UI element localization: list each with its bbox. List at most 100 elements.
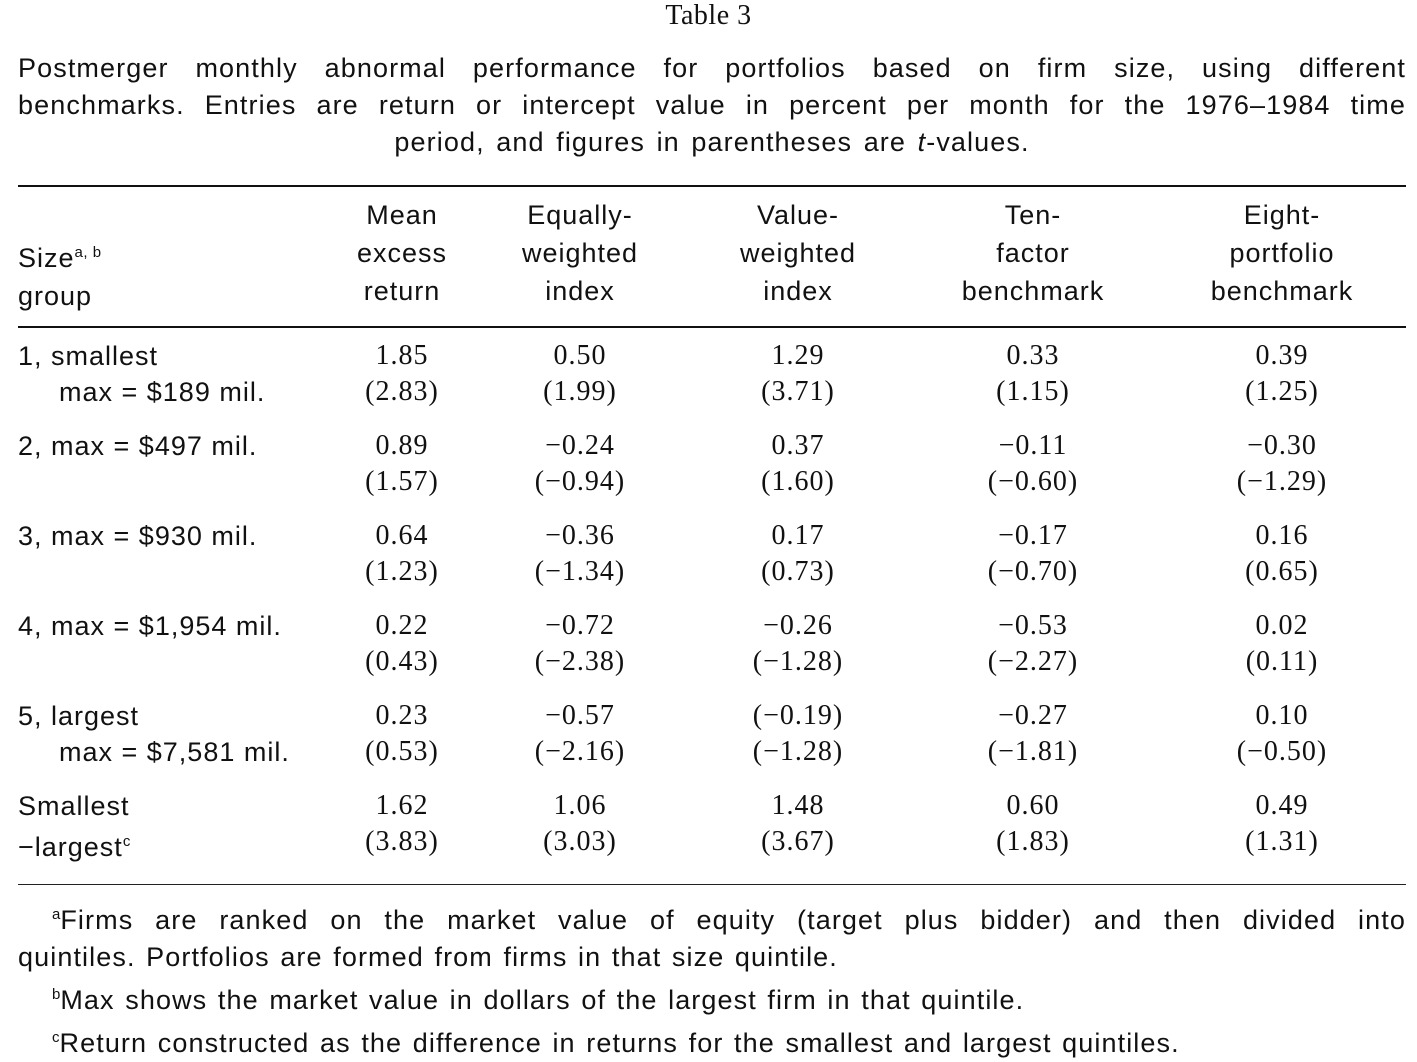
cell-eight-portfolio: 0.10 (−0.50) (1187, 698, 1377, 770)
header-col4-line3: benchmark (961, 276, 1105, 306)
cell-ten-factor: 0.60 (1.83) (938, 788, 1128, 860)
cell-equally-weighted: 0.50 (1.99) (490, 338, 670, 410)
table-row: Smallest −largestc 1.62 (3.83) 1.06 (3.03) 1.4… (0, 788, 1417, 864)
table-caption: Postmerger monthly abnormal performance … (18, 50, 1406, 161)
cell-value: 0.17 (771, 520, 825, 551)
cell-t-value: (1.23) (365, 556, 439, 587)
top-rule (18, 185, 1406, 187)
cell-value: (−0.19) (752, 700, 844, 731)
cell-value-weighted: 1.29 (3.71) (708, 338, 888, 410)
caption-line-3: period, and figures in parentheses are t… (18, 124, 1406, 161)
cell-t-value: (1.15) (996, 376, 1070, 407)
cell-t-value: (−2.16) (534, 736, 626, 767)
footnote-a-line1: Firms are ranked on the market value of … (60, 905, 1406, 935)
cell-t-value: (1.31) (1245, 826, 1319, 857)
cell-ten-factor: −0.53 (−2.27) (938, 608, 1128, 680)
row-group-label: Smallest −largestc (18, 788, 318, 865)
header-col1-line2: excess (356, 238, 448, 268)
row-group-line2 (18, 554, 318, 590)
cell-value: 0.22 (375, 610, 429, 641)
cell-eight-portfolio: 0.39 (1.25) (1187, 338, 1377, 410)
header-col2-line1: Equally- (527, 200, 633, 230)
cell-t-value: (−0.70) (987, 556, 1079, 587)
row-group-line2 (18, 644, 318, 680)
cell-eight-portfolio: −0.30 (−1.29) (1187, 428, 1377, 500)
header-col2-line3: index (545, 276, 615, 306)
cell-t-value: (1.60) (761, 466, 835, 497)
footnote-a: aFirms are ranked on the market value of… (18, 896, 1406, 939)
cell-value: 1.48 (771, 790, 825, 821)
cell-t-value: (3.67) (761, 826, 835, 857)
cell-t-value: (1.83) (996, 826, 1070, 857)
cell-value: −0.30 (1247, 430, 1317, 461)
row-group-line2: max = $189 mil. (18, 374, 318, 410)
header-col2-line2: weighted (521, 238, 639, 268)
header-equally-weighted-index: Equally- weighted index (490, 196, 670, 310)
footnote-a-mark: a (52, 906, 61, 923)
cell-equally-weighted: −0.57 (−2.16) (490, 698, 670, 770)
cell-t-value: (3.71) (761, 376, 835, 407)
row-group-line1: 5, largest (18, 701, 140, 731)
row-group-line2-text: max = $189 mil. (59, 377, 266, 407)
table-row: 3, max = $930 mil. 0.64 (1.23) −0.36 (−1.34… (0, 518, 1417, 594)
cell-mean-excess-return: 0.22 (0.43) (322, 608, 482, 680)
header-col4-line2: factor (996, 238, 1070, 268)
cell-value: −0.57 (545, 700, 615, 731)
table-row: 5, largest max = $7,581 mil. 0.23 (0.53) −0.… (0, 698, 1417, 774)
row-group-line1: Smallest (18, 791, 130, 821)
header-col3-line1: Value- (756, 200, 840, 230)
cell-value: 0.60 (1006, 790, 1060, 821)
cell-value: 1.62 (375, 790, 429, 821)
cell-equally-weighted: −0.36 (−1.34) (490, 518, 670, 590)
cell-t-value: (3.83) (365, 826, 439, 857)
row-group-label: 3, max = $930 mil. (18, 518, 318, 590)
footnote-c-mark: c (52, 1029, 60, 1046)
header-col5-line1: Eight- (1243, 200, 1321, 230)
cell-mean-excess-return: 0.64 (1.23) (322, 518, 482, 590)
cell-t-value: (2.83) (365, 376, 439, 407)
header-value-weighted-index: Value- weighted index (708, 196, 888, 310)
caption-line-3-text: period, and figures in parentheses are (394, 127, 918, 157)
cell-value: 1.29 (771, 340, 825, 371)
row-group-line2-text: max = $7,581 mil. (59, 737, 290, 767)
table-row: 4, max = $1,954 mil. 0.22 (0.43) −0.72 (−2.… (0, 608, 1417, 684)
cell-value: −0.27 (998, 700, 1068, 731)
header-rule (18, 326, 1406, 328)
cell-value: 0.50 (553, 340, 607, 371)
cell-value: 0.33 (1006, 340, 1060, 371)
row-group-line2-text: −largest (18, 832, 123, 862)
cell-value: 0.37 (771, 430, 825, 461)
cell-mean-excess-return: 0.23 (0.53) (322, 698, 482, 770)
row-group-line1: 4, max = $1,954 mil. (18, 611, 282, 641)
row-group-label: 1, smallest max = $189 mil. (18, 338, 318, 410)
row-group-line2: max = $7,581 mil. (18, 734, 318, 770)
footnote-a-line2: quintiles. Portfolios are formed from fi… (18, 942, 838, 972)
cell-t-value: (−2.27) (987, 646, 1079, 677)
cell-ten-factor: −0.11 (−0.60) (938, 428, 1128, 500)
header-size-label: Size (18, 243, 75, 273)
cell-eight-portfolio: 0.49 (1.31) (1187, 788, 1377, 860)
row-group-footnote-mark: c (122, 833, 132, 850)
header-size-group: x Sizea, b group (18, 196, 218, 315)
cell-mean-excess-return: 1.62 (3.83) (322, 788, 482, 860)
table-row: 2, max = $497 mil. 0.89 (1.57) −0.24 (−0.94… (0, 428, 1417, 504)
cell-equally-weighted: 1.06 (3.03) (490, 788, 670, 860)
cell-t-value: (0.73) (761, 556, 835, 587)
cell-t-value: (1.57) (365, 466, 439, 497)
footnote-b-mark: b (52, 986, 61, 1003)
row-group-label: 4, max = $1,954 mil. (18, 608, 318, 680)
header-mean-excess-return: Mean excess return (322, 196, 482, 310)
cell-value: 0.23 (375, 700, 429, 731)
row-group-line2: −largestc (18, 824, 318, 865)
cell-ten-factor: −0.27 (−1.81) (938, 698, 1128, 770)
cell-t-value: (0.11) (1245, 646, 1319, 677)
cell-value: −0.53 (998, 610, 1068, 641)
cell-equally-weighted: −0.24 (−0.94) (490, 428, 670, 500)
header-group-label: group (18, 281, 93, 311)
cell-value: 0.64 (375, 520, 429, 551)
cell-mean-excess-return: 0.89 (1.57) (322, 428, 482, 500)
cell-value-weighted: 0.37 (1.60) (708, 428, 888, 500)
cell-eight-portfolio: 0.16 (0.65) (1187, 518, 1377, 590)
footnote-c-text: Return constructed as the difference in … (59, 1028, 1180, 1058)
